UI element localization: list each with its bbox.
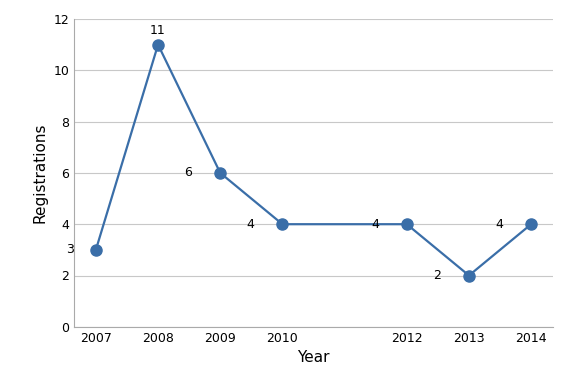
Text: 4: 4	[371, 218, 379, 231]
X-axis label: Year: Year	[297, 350, 330, 365]
Text: 4: 4	[247, 218, 254, 231]
Text: 4: 4	[495, 218, 503, 231]
Y-axis label: Registrations: Registrations	[33, 123, 48, 223]
Text: 3: 3	[66, 243, 74, 256]
Text: 11: 11	[150, 24, 166, 37]
Text: 2: 2	[433, 269, 441, 282]
Text: 6: 6	[184, 166, 192, 179]
